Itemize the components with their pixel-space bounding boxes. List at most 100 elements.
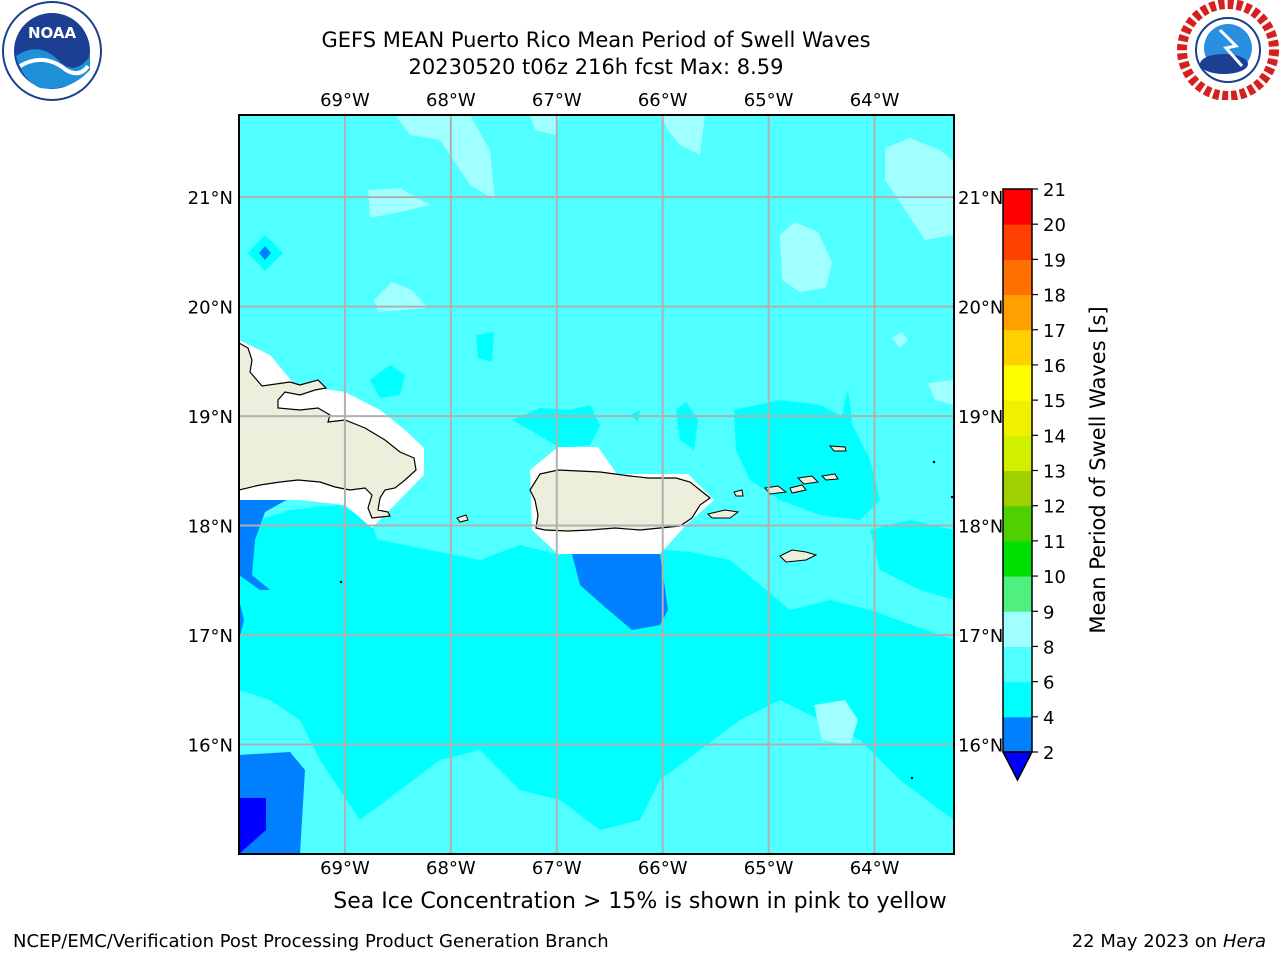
lon-label-top: 69°W (320, 90, 370, 111)
land-islet (950, 495, 954, 499)
chart-title: GEFS MEAN Puerto Rico Mean Period of Swe… (321, 28, 871, 52)
lon-label-bottom: 65°W (744, 858, 794, 879)
lat-label-right: 18°N (958, 517, 1003, 538)
lat-label-right: 21°N (958, 188, 1003, 209)
colorbar-bin (1003, 329, 1032, 366)
field-cyan (842, 390, 852, 440)
lat-label-left: 17°N (188, 626, 233, 647)
colorbar-bin (1003, 470, 1032, 507)
land-culebra (733, 489, 744, 497)
field-light-cyan (928, 380, 954, 405)
land-anegada (828, 445, 847, 452)
lon-label-top: 64°W (850, 90, 900, 111)
colorbar-bin (1003, 576, 1032, 612)
lat-label-right: 20°N (958, 298, 1003, 319)
land-mona (456, 514, 469, 523)
colorbar-bin (1003, 189, 1032, 225)
colorbar-bin (1003, 294, 1032, 331)
field-cyan (476, 332, 494, 362)
field-blue (239, 798, 266, 854)
colorbar-bin (1003, 435, 1032, 471)
field-light-cyan (660, 115, 705, 155)
lon-label-bottom: 69°W (320, 858, 370, 879)
field-light-cyan (530, 115, 560, 135)
nws-logo (1177, 0, 1279, 100)
land-islet (932, 460, 936, 464)
lon-label-top: 68°W (426, 90, 476, 111)
field-blue-mid (572, 554, 668, 630)
land-islet (910, 776, 914, 780)
land-st-croix (779, 549, 818, 563)
field-light-cyan (814, 700, 858, 745)
lon-label-bottom: 66°W (638, 858, 688, 879)
lon-label-top: 67°W (532, 90, 582, 111)
land-st-john (789, 484, 807, 494)
map-frame (238, 114, 955, 855)
colorbar-bin (1003, 681, 1032, 718)
lat-label-left: 16°N (188, 736, 233, 757)
lon-label-top: 65°W (744, 90, 794, 111)
colorbar-tick-label: 15 (1043, 391, 1066, 412)
colorbar-tick-label: 11 (1043, 532, 1066, 553)
colorbar-bin (1003, 540, 1032, 577)
colorbar-bin (1003, 364, 1032, 401)
colorbar-tick-label: 20 (1043, 215, 1066, 236)
colorbar-tick-label: 16 (1043, 356, 1066, 377)
colorbar-tick-label: 21 (1043, 180, 1066, 201)
noaa-logo: NOAA (2, 1, 102, 101)
field-light-cyan (395, 115, 495, 200)
land-virgin-gorda (820, 473, 839, 481)
lat-label-left: 18°N (188, 517, 233, 538)
field-light-cyan (885, 138, 954, 240)
footer-credit: NCEP/EMC/Verification Post Processing Pr… (13, 931, 609, 952)
footer-date: 22 May 2023 on Hera (1072, 931, 1266, 952)
colorbar-bin (1003, 646, 1032, 683)
chart-subtitle: 20230520 t06z 216h fcst Max: 8.59 (408, 55, 784, 79)
map-area (239, 115, 954, 854)
colorbar-tick-label: 18 (1043, 286, 1066, 307)
field-light-cyan (374, 282, 428, 312)
field-cyan (870, 520, 954, 600)
colorbar-tick-label: 9 (1043, 602, 1054, 623)
colorbar-tick-label: 6 (1043, 673, 1054, 694)
lon-labels-top: 69°W 68°W 67°W 66°W 65°W 64°W (320, 90, 900, 111)
graticule (239, 115, 954, 854)
colorbar-tick-label: 14 (1043, 426, 1066, 447)
colorbar-tick-label: 17 (1043, 321, 1066, 342)
field-cyan (676, 402, 698, 450)
colorbar-tick-label: 13 (1043, 462, 1066, 483)
lat-label-left: 20°N (188, 298, 233, 319)
field-cyan (239, 500, 385, 640)
lat-label-left: 21°N (188, 188, 233, 209)
field-light-cyan (892, 332, 908, 348)
colorbar-tick-label: 8 (1043, 637, 1054, 658)
colorbar-bin (1003, 224, 1032, 260)
land-islet (339, 580, 343, 584)
lon-label-bottom: 67°W (532, 858, 582, 879)
lat-label-left: 19°N (188, 407, 233, 428)
lat-label-right: 17°N (958, 626, 1003, 647)
footer-host: Hera (1222, 931, 1266, 952)
colorbar-bin (1003, 716, 1032, 753)
colorbar-bin (1003, 611, 1032, 647)
colorbar-tick-label: 10 (1043, 567, 1066, 588)
colorbar-tick-label: 19 (1043, 250, 1066, 271)
field-light-cyan (368, 188, 430, 218)
field-cyan (440, 640, 620, 760)
field-cyan (370, 365, 405, 398)
lat-label-right: 16°N (958, 736, 1003, 757)
lon-label-bottom: 68°W (426, 858, 476, 879)
colorbar: 2 4 6 8 9 10 11 12 13 14 15 16 17 18 19 20 21 (1001, 180, 1066, 782)
field-blue-mid (259, 246, 271, 260)
land-tortola (796, 475, 820, 485)
colorbar-bin (1003, 505, 1032, 542)
lon-label-top: 66°W (638, 90, 688, 111)
noaa-logo-text: NOAA (28, 24, 77, 42)
colorbar-tick-label: 4 (1043, 708, 1054, 729)
colorbar-bin (1003, 400, 1032, 436)
field-light-cyan (780, 222, 832, 292)
lon-labels-bottom: 69°W 68°W 67°W 66°W 65°W 64°W (320, 858, 900, 879)
land-vieques (707, 509, 740, 519)
footer-date-text: 22 May 2023 on (1071, 931, 1218, 952)
